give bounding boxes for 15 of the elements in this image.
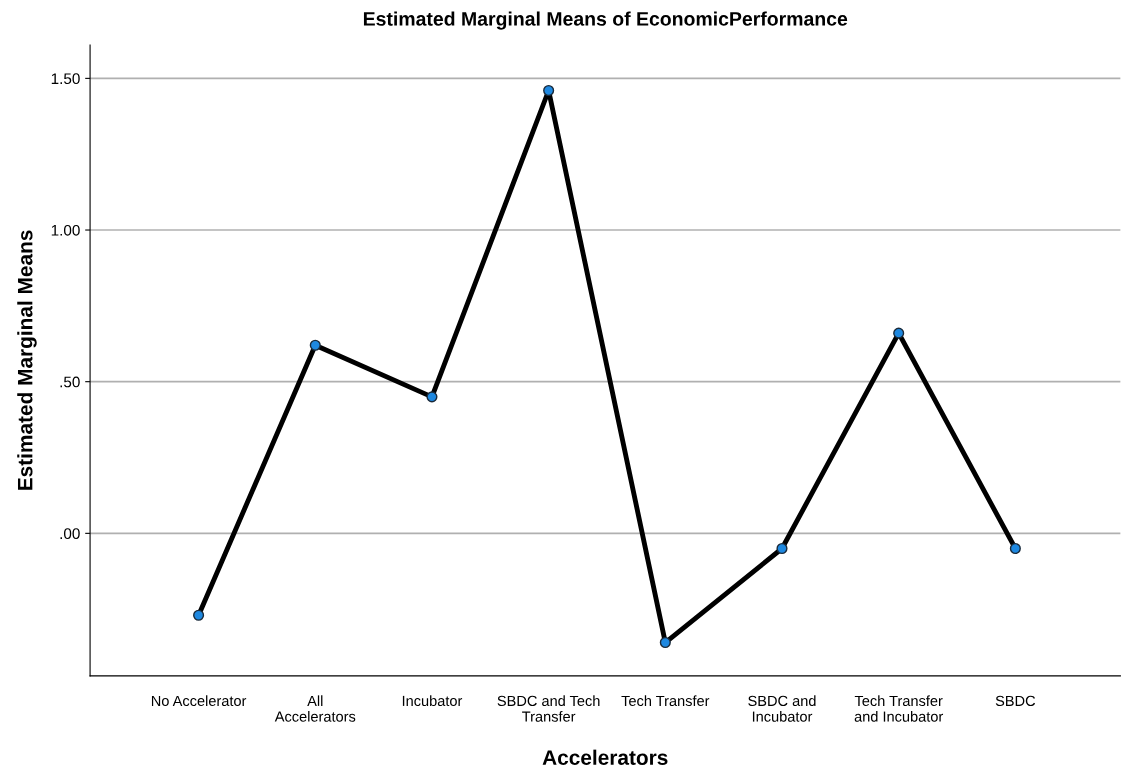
x-tick-label: SBDC and Incubator	[748, 695, 816, 722]
x-axis-title: Accelerators	[542, 749, 668, 765]
x-tick-label: SBDC and Tech Transfer	[497, 695, 600, 722]
y-axis-title: Estimated Marginal Means	[17, 230, 37, 490]
y-tick-label: .00	[60, 528, 80, 540]
x-tick-label: SBDC	[995, 695, 1036, 707]
x-tick-label: Tech Transfer and Incubator	[854, 695, 944, 722]
x-tick-label: All Accelerators	[274, 695, 356, 722]
chart-title: Estimated Marginal Means of EconomicPerformance	[363, 11, 848, 30]
x-tick-label: No Accelerator	[151, 695, 247, 707]
y-tick-label: .50	[60, 376, 80, 388]
x-tick-label: Tech Transfer	[621, 695, 710, 707]
y-tick-label: 1.00	[51, 224, 80, 236]
x-tick-label: Incubator	[402, 695, 463, 707]
y-tick-label: 1.50	[51, 73, 80, 85]
